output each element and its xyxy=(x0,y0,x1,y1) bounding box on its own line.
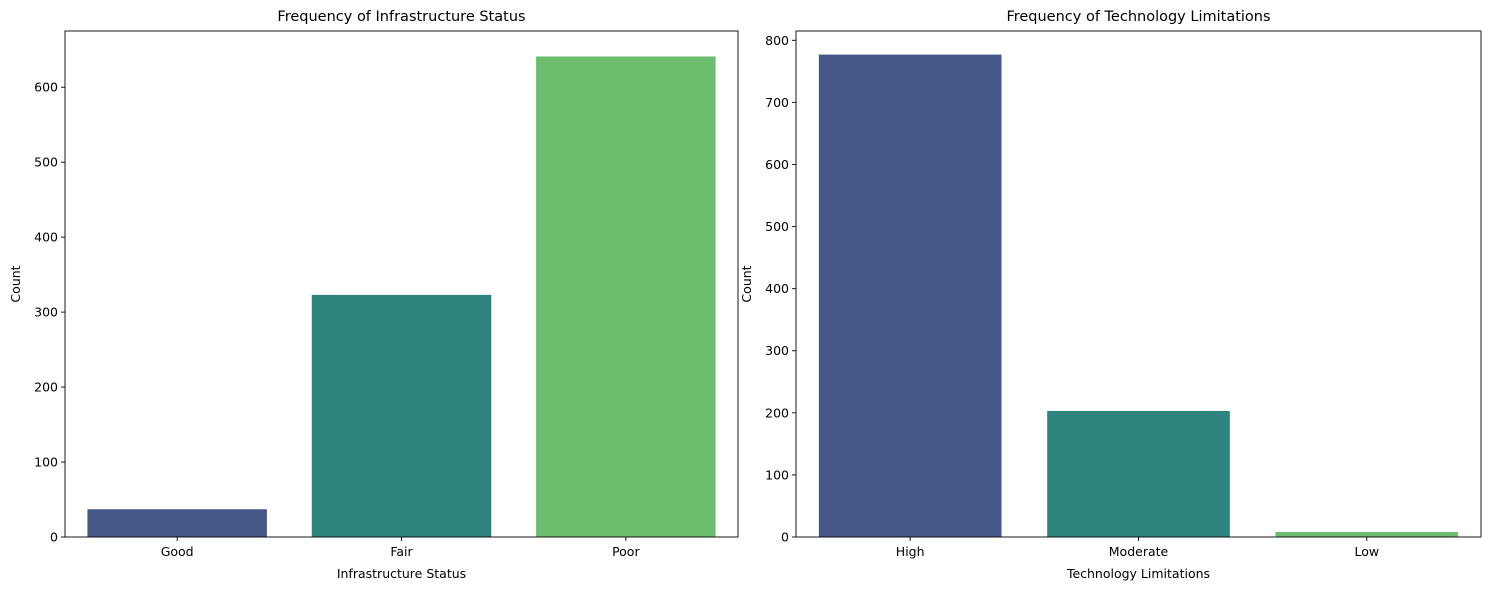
bar-fair xyxy=(311,294,492,537)
y-tick-label: 200 xyxy=(34,380,58,395)
y-tick-label: 100 xyxy=(765,467,789,482)
y-tick-label: 700 xyxy=(765,95,789,110)
x-tick-label: Poor xyxy=(612,544,640,559)
y-axis-label: Count xyxy=(739,265,754,302)
chart-title: Frequency of Infrastructure Status xyxy=(277,9,525,25)
chart-infrastructure-status: Frequency of Infrastructure Status Infra… xyxy=(8,9,739,581)
y-tick-label: 300 xyxy=(765,343,789,358)
y-tick-label: 200 xyxy=(765,405,789,420)
chart-title: Frequency of Technology Limitations xyxy=(1006,9,1270,25)
y-tick-label: 0 xyxy=(50,530,58,545)
bar-high xyxy=(818,54,1002,537)
y-tick-label: 500 xyxy=(765,219,789,234)
x-tick-label: Moderate xyxy=(1109,544,1169,559)
x-tick-label: Good xyxy=(161,544,194,559)
bar-low xyxy=(1275,532,1459,537)
y-tick-label: 400 xyxy=(34,230,58,245)
y-tick-label: 600 xyxy=(34,80,58,95)
y-tick-label: 300 xyxy=(34,305,58,320)
y-tick-label: 800 xyxy=(765,33,789,48)
chart-technology-limitations: Frequency of Technology Limitations Tech… xyxy=(739,9,1482,581)
x-tick-label: High xyxy=(896,544,925,559)
y-tick-label: 500 xyxy=(34,155,58,170)
bar-good xyxy=(87,509,267,537)
y-tick-label: 100 xyxy=(34,455,58,470)
bar-poor xyxy=(536,56,716,538)
x-tick-label: Fair xyxy=(390,544,413,559)
x-axis-label: Technology Limitations xyxy=(1066,566,1210,581)
x-axis-label: Infrastructure Status xyxy=(337,566,466,581)
y-tick-label: 600 xyxy=(765,157,789,172)
y-tick-label: 0 xyxy=(781,530,789,545)
y-tick-label: 400 xyxy=(765,281,789,296)
bar-moderate xyxy=(1047,410,1230,537)
x-tick-label: Low xyxy=(1355,544,1380,559)
y-axis-label: Count xyxy=(8,265,23,302)
